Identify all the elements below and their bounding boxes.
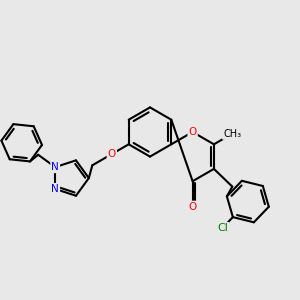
Text: N: N <box>51 162 59 172</box>
Text: CH₃: CH₃ <box>223 129 241 139</box>
Text: O: O <box>188 127 197 137</box>
Text: N: N <box>51 184 59 194</box>
Text: Cl: Cl <box>217 223 228 233</box>
Text: O: O <box>188 202 197 212</box>
Text: O: O <box>108 149 116 159</box>
